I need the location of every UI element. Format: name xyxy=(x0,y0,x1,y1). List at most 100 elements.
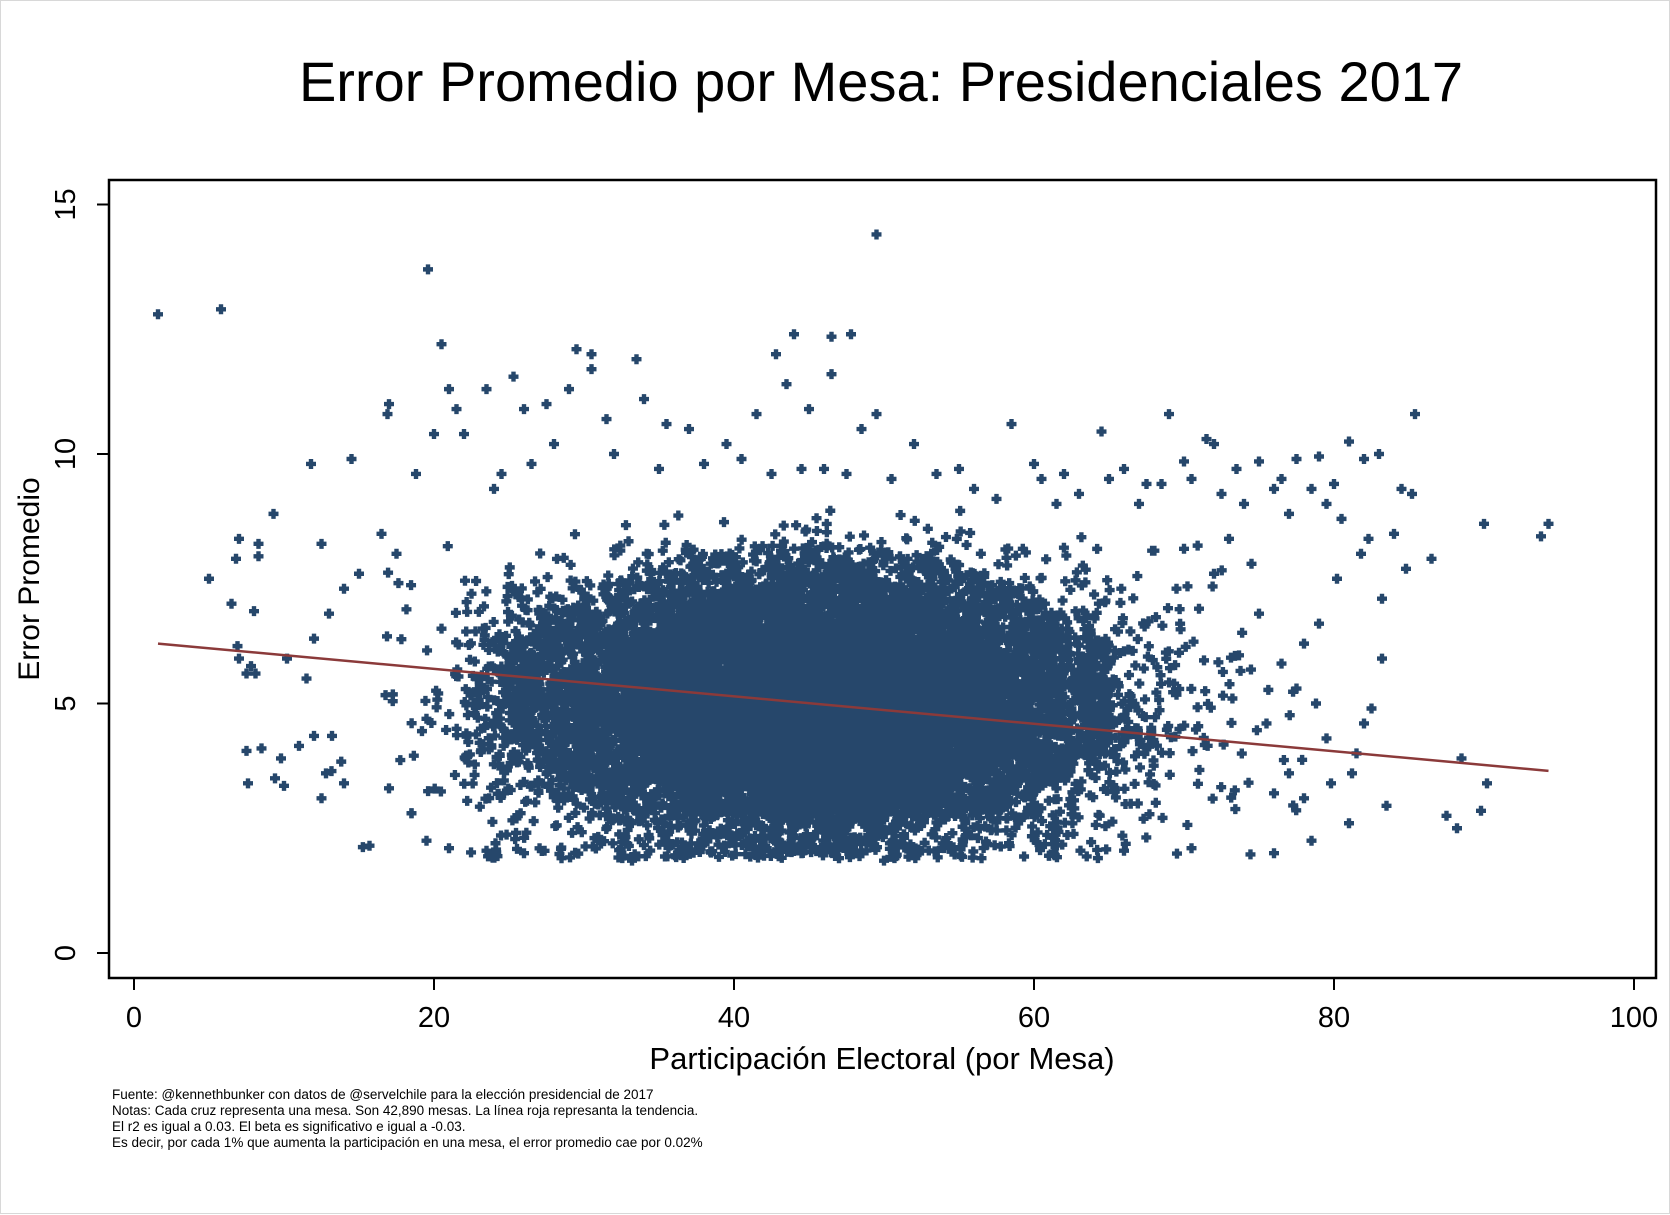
data-point xyxy=(969,483,979,494)
data-point xyxy=(316,793,327,804)
data-point xyxy=(1119,845,1130,856)
data-point xyxy=(1254,456,1265,467)
data-point xyxy=(1377,593,1388,604)
data-point xyxy=(526,458,537,469)
data-point xyxy=(991,493,1002,504)
data-point xyxy=(909,439,919,450)
data-point xyxy=(1359,718,1370,729)
data-point xyxy=(1476,805,1487,816)
data-point xyxy=(631,354,642,365)
data-point xyxy=(376,528,387,539)
data-point xyxy=(346,453,357,464)
data-point xyxy=(684,424,694,435)
data-point xyxy=(279,780,289,791)
data-point xyxy=(1284,508,1295,519)
data-point xyxy=(1194,603,1205,614)
data-point xyxy=(421,835,432,846)
data-point xyxy=(1407,488,1418,499)
data-point xyxy=(309,730,319,741)
data-point xyxy=(1201,434,1212,445)
data-point xyxy=(1209,568,1220,579)
data-point xyxy=(406,808,417,819)
data-point xyxy=(1096,426,1107,437)
data-point xyxy=(1134,498,1145,509)
data-point xyxy=(654,463,664,474)
data-point xyxy=(781,379,792,390)
data-point xyxy=(1401,563,1412,574)
data-point xyxy=(436,623,447,634)
data-point xyxy=(826,369,837,380)
data-point xyxy=(481,384,492,395)
data-point xyxy=(871,229,882,240)
data-point xyxy=(1389,528,1400,539)
data-point xyxy=(1347,768,1358,779)
data-point xyxy=(459,429,469,440)
data-point xyxy=(1254,608,1265,619)
data-point xyxy=(1410,409,1421,420)
footnote-line-1: Fuente: @kennethbunker con datos de @ser… xyxy=(112,1087,654,1102)
footnote-line-2: Notas: Cada cruz representa una mesa. So… xyxy=(112,1103,699,1118)
data-point xyxy=(243,778,253,789)
data-point xyxy=(519,404,529,415)
data-point xyxy=(1224,533,1235,544)
x-tick-label: 60 xyxy=(1018,1002,1050,1034)
data-point xyxy=(253,551,264,562)
data-point xyxy=(699,458,709,469)
data-point xyxy=(1141,478,1152,489)
x-axis-label: Participación Electoral (por Mesa) xyxy=(649,1041,1114,1076)
data-point xyxy=(256,743,267,754)
data-point xyxy=(1186,843,1197,854)
data-point xyxy=(364,840,375,851)
data-point xyxy=(309,633,319,644)
data-point xyxy=(609,449,619,459)
data-point xyxy=(496,468,507,479)
data-point xyxy=(241,668,252,679)
data-point xyxy=(1321,733,1332,744)
data-point xyxy=(1332,573,1343,584)
data-point xyxy=(871,409,882,420)
data-point xyxy=(1269,788,1280,799)
data-point xyxy=(1359,453,1370,464)
data-point xyxy=(270,773,280,784)
data-point xyxy=(1366,703,1377,714)
data-point xyxy=(841,468,852,479)
data-point xyxy=(846,329,856,340)
data-point xyxy=(1374,449,1385,459)
data-point xyxy=(586,349,597,360)
y-tick-label: 0 xyxy=(50,945,82,961)
data-point xyxy=(1239,498,1250,509)
data-point xyxy=(231,553,241,564)
data-point xyxy=(489,483,499,494)
data-point xyxy=(306,458,316,469)
data-point xyxy=(1209,439,1220,450)
data-point xyxy=(1051,498,1062,509)
data-point xyxy=(1321,498,1332,509)
data-point xyxy=(804,404,814,415)
data-point xyxy=(1006,419,1017,430)
data-point xyxy=(249,606,259,617)
footnote: Fuente: @kennethbunker con datos de @ser… xyxy=(112,1087,703,1151)
y-axis-label: Error Promedio xyxy=(13,477,46,680)
data-point xyxy=(1104,473,1115,484)
data-point xyxy=(1246,558,1257,569)
data-point xyxy=(1291,683,1302,694)
data-point xyxy=(1261,718,1272,729)
data-point xyxy=(771,349,781,360)
data-point xyxy=(316,538,327,549)
data-point xyxy=(391,548,402,559)
data-point xyxy=(976,853,987,864)
data-point xyxy=(1291,453,1302,464)
data-point xyxy=(268,508,279,519)
data-point xyxy=(384,399,394,410)
data-point xyxy=(153,309,163,320)
data-point xyxy=(1377,653,1388,664)
data-point xyxy=(324,608,334,619)
data-point xyxy=(766,468,777,479)
data-point xyxy=(1452,823,1463,834)
data-point xyxy=(444,384,454,395)
data-point xyxy=(1119,463,1130,474)
data-point xyxy=(444,843,454,854)
data-point xyxy=(639,394,649,405)
